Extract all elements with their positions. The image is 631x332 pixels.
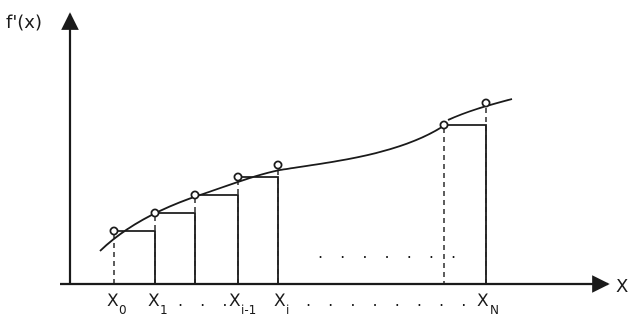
axis-ellipsis-left: . . .: [178, 291, 233, 310]
sample-point: [481, 98, 491, 108]
tick-label-subscript: i-1: [241, 303, 256, 317]
sample-point: [273, 160, 283, 170]
axis-ellipsis-right: . . . . . . . .: [306, 291, 472, 310]
x-axis-label: X: [616, 276, 628, 297]
tick-label-x1: X 1: [148, 291, 168, 317]
sample-point: [150, 208, 160, 218]
tick-label-xi: X i: [274, 291, 289, 317]
sample-points: [109, 98, 491, 236]
step-segment: [155, 212, 196, 284]
sample-point: [190, 190, 200, 200]
step-segment: [238, 176, 279, 284]
step-segment: [195, 194, 239, 284]
tick-label-subscript: 1: [160, 303, 168, 317]
tick-label-subscript: 0: [119, 303, 127, 317]
step-segment: [444, 124, 487, 284]
tick-label-xn: X N: [477, 291, 499, 317]
tick-label-subscript: i: [286, 303, 289, 317]
tick-label-base: X: [107, 291, 119, 311]
tick-label-base: X: [148, 291, 160, 311]
function-curve: [99, 124, 446, 252]
step-segment: [114, 230, 156, 284]
tick-label-subscript: N: [490, 303, 499, 317]
middle-ellipsis: . . . . . . .: [318, 243, 462, 262]
tick-label-x0: X 0: [107, 291, 127, 317]
sample-point: [439, 120, 449, 130]
function-curve-end: [447, 98, 513, 121]
sample-point: [233, 172, 243, 182]
sample-point: [109, 226, 119, 236]
y-axis-label: f'(x): [6, 12, 42, 33]
step-segments: [114, 124, 487, 284]
tick-label-base: X: [274, 291, 286, 311]
tick-label-base: X: [229, 291, 241, 311]
dashed-guides: [113, 108, 487, 284]
tick-label-base: X: [477, 291, 489, 311]
tick-label-xi-1: X i-1: [229, 291, 256, 317]
